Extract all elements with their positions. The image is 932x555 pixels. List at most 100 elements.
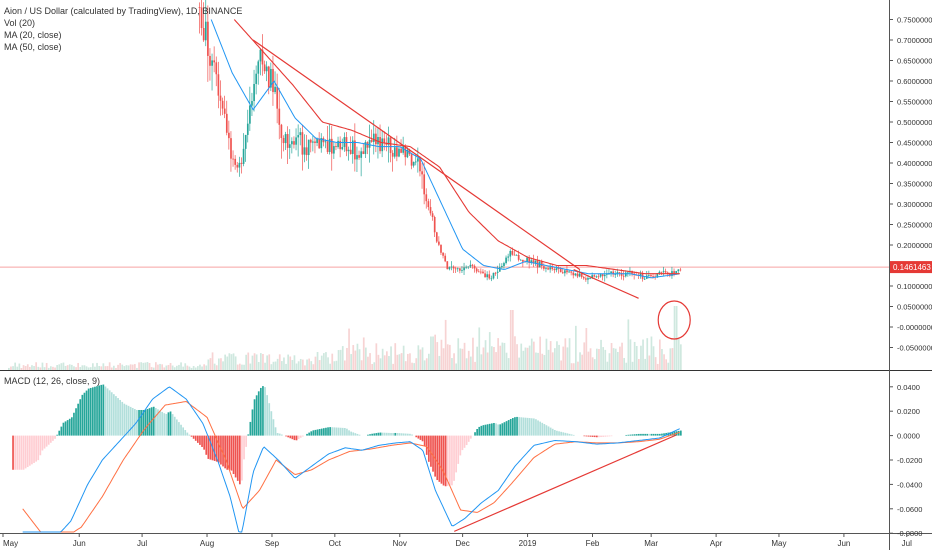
volume-bar [526, 347, 529, 370]
volume-bar [45, 362, 48, 370]
candle-body [221, 100, 224, 109]
volume-bar [159, 363, 161, 370]
price-axis-label: 0.4500000 [897, 139, 932, 148]
volume-bar [222, 361, 224, 370]
macd-hist-bar [642, 433, 644, 436]
price-axis-label: 0.4000000 [897, 159, 932, 168]
volume-bar [106, 366, 109, 370]
time-axis-label: Aug [200, 539, 214, 548]
time-axis-label: Mar [644, 539, 658, 548]
candle-body [595, 276, 598, 278]
macd-hist-bar [121, 401, 124, 436]
macd-hist-bar [385, 432, 388, 436]
macd-hist-bar [633, 434, 636, 436]
candle-body [406, 149, 409, 158]
candle-body [261, 49, 264, 65]
volume-bar [110, 367, 113, 370]
macd-hist-bar [535, 419, 537, 436]
macd-hist-bar [400, 433, 403, 436]
candle-body [385, 142, 388, 145]
candle-body [450, 266, 453, 268]
volume-bar [623, 357, 625, 370]
volume-bar [585, 328, 588, 370]
candle-body [656, 273, 659, 278]
candle-body [370, 139, 373, 142]
macd-hist-bar [157, 409, 159, 436]
macd-hist-bar [663, 433, 665, 436]
macd-hist-bar [33, 435, 35, 463]
macd-hist-bar [556, 430, 558, 436]
macd-hist-bar [215, 435, 218, 462]
volume-bar [659, 339, 661, 370]
macd-hist-bar [24, 435, 27, 469]
volume-bar [157, 364, 159, 370]
macd-hist-bar [81, 394, 84, 436]
candle-body [511, 250, 514, 255]
macd-hist-bar [679, 430, 682, 436]
price-axis-label: 0.7000000 [897, 36, 932, 45]
volume-bar [226, 356, 229, 370]
macd-hist-bar [85, 390, 88, 436]
macd-hist-bar [526, 417, 529, 436]
candle-body [461, 270, 463, 272]
macd-hist-bar [289, 435, 292, 439]
volume-bar [650, 336, 653, 370]
volume-bar [285, 363, 287, 370]
volume-bar [262, 354, 264, 370]
candle-body [616, 272, 619, 275]
volume-bar [606, 361, 609, 370]
volume-bar [675, 306, 678, 370]
macd-hist-bar [661, 433, 663, 436]
volume-bar [224, 354, 226, 370]
macd-hist-bar [241, 435, 243, 481]
macd-hist-bar [486, 424, 489, 436]
candle-body [213, 60, 216, 63]
volume-bar [505, 352, 508, 370]
candle-body [351, 140, 354, 154]
candle-body [347, 149, 350, 152]
candle-body [517, 254, 520, 260]
macd-hist-bar [377, 432, 380, 436]
macd-hist-bar [373, 433, 376, 436]
volume-bar [577, 361, 579, 370]
volume-bar [596, 348, 598, 370]
candle-body [377, 137, 379, 145]
candle-body [387, 137, 390, 145]
macd-hist-bar [253, 399, 256, 436]
candle-body [324, 141, 327, 143]
volume-bar [60, 363, 63, 370]
candle-body [274, 86, 276, 93]
macd-hist-bar [54, 435, 56, 439]
candle-body [480, 271, 482, 273]
macd-hist-bar [329, 427, 331, 436]
volume-bar [554, 348, 556, 370]
macd-hist-bar [68, 418, 71, 436]
candle-body [211, 60, 213, 66]
volume-bar [518, 357, 520, 370]
volume-bars [8, 306, 682, 370]
volume-bar [121, 364, 124, 370]
macd-hist-bar [22, 435, 25, 470]
macd-hist-bar [14, 435, 16, 470]
macd-hist-bar [585, 435, 588, 437]
volume-bar [570, 363, 573, 370]
candle-body [356, 155, 358, 160]
volume-bar [346, 347, 348, 370]
candle-body [509, 250, 512, 257]
volume-bar [621, 342, 623, 370]
volume-bar [379, 358, 382, 370]
volume-bar [463, 342, 466, 370]
volume-bar [663, 354, 665, 370]
price-axis-label: 0.5500000 [897, 98, 932, 107]
volume-bar [20, 367, 23, 370]
volume-bar [302, 359, 304, 370]
volume-bar [516, 344, 518, 370]
candle-body [543, 266, 545, 269]
volume-bar [583, 342, 586, 370]
candle-body [618, 272, 621, 273]
macd-hist-bar [136, 409, 138, 436]
volume-bar [369, 353, 371, 370]
macd-hist-bar [104, 386, 107, 436]
legend-ma50: MA (50, close) [4, 42, 62, 52]
volume-bar [556, 341, 558, 370]
